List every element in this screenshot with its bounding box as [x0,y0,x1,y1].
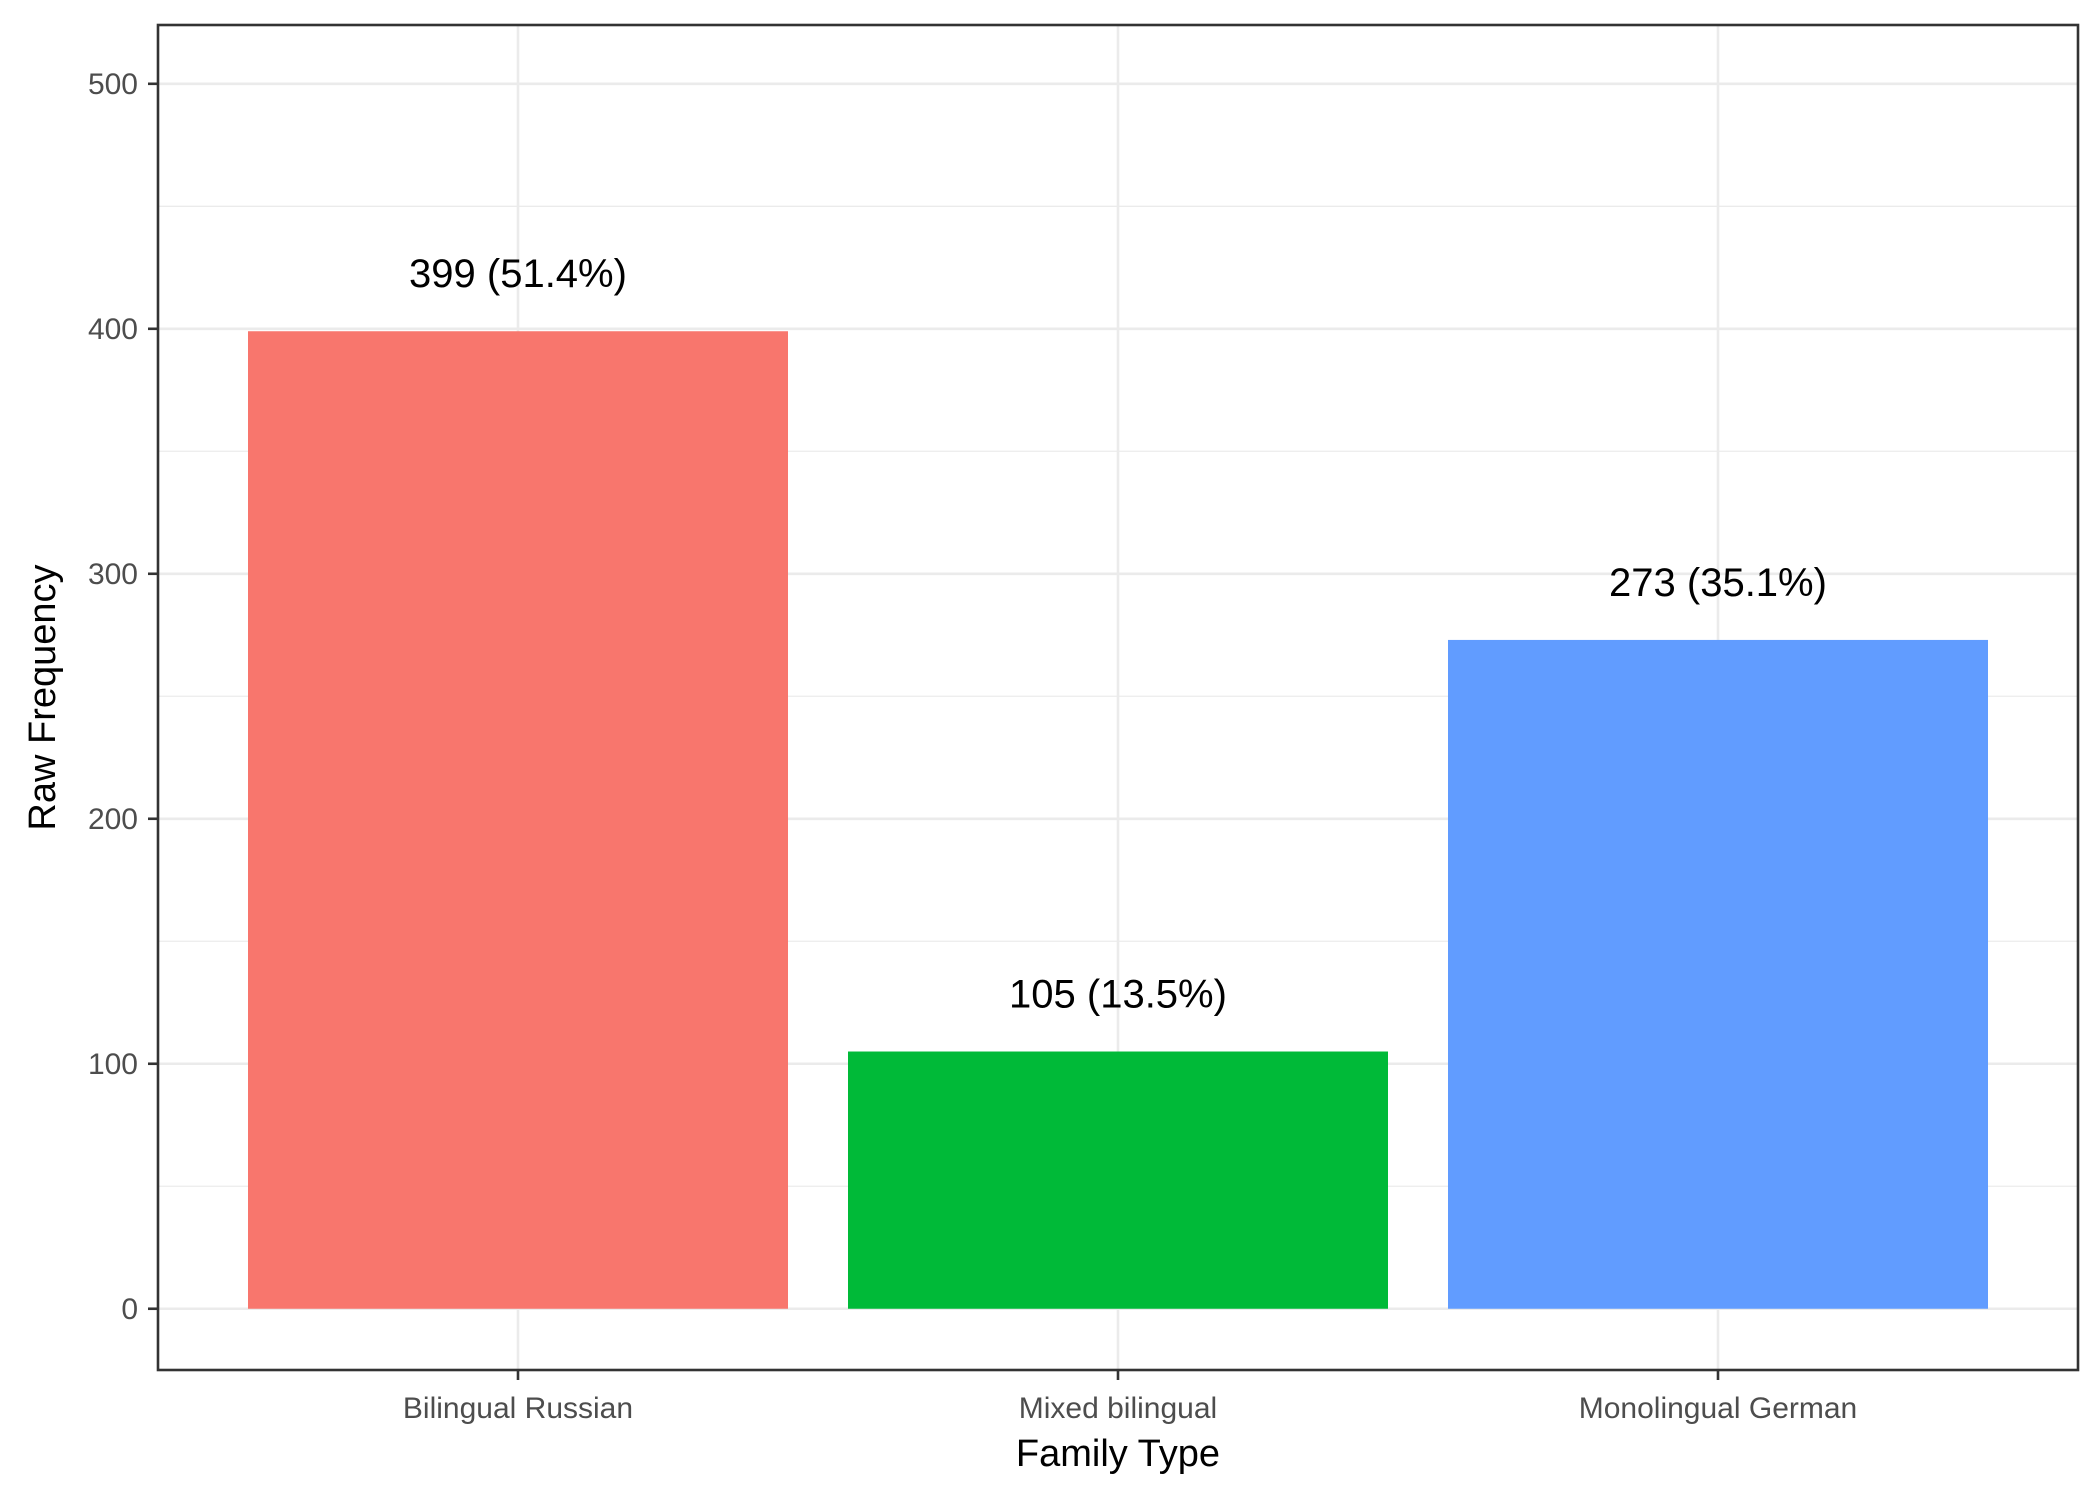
data-label: 273 (35.1%) [1609,561,1827,605]
x-axis-title: Family Type [1016,1433,1220,1475]
axis-ticks: 0 100 200 300 400 500 Bilingual Russian Mixed b… [88,68,1857,1425]
y-tick-label: 400 [88,313,138,346]
data-labels: 399 (51.4%) 105 (13.5%) 273 (35.1%) [409,252,1827,1016]
bars [248,331,1988,1309]
y-tick-label: 300 [88,558,138,591]
bar [248,331,788,1309]
bar [848,1051,1388,1309]
y-tick-label: 200 [88,803,138,836]
bar [1448,639,1988,1309]
y-tick-label: 500 [88,68,138,101]
data-label: 105 (13.5%) [1009,973,1227,1017]
y-tick-label: 0 [121,1293,138,1326]
data-label: 399 (51.4%) [409,252,627,296]
y-tick-label: 100 [88,1048,138,1081]
x-tick-label: Monolingual German [1579,1392,1857,1425]
x-tick-label: Bilingual Russian [403,1392,633,1425]
x-tick-label: Mixed bilingual [1019,1392,1217,1425]
y-axis-title: Raw Frequency [22,564,64,830]
